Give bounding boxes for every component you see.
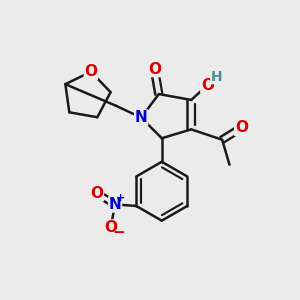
Text: O: O [235,120,248,135]
Text: N: N [135,110,148,125]
Text: O: O [104,220,117,235]
Text: H: H [210,70,222,84]
Text: −: − [112,225,125,240]
Text: O: O [90,186,103,201]
Text: O: O [148,61,161,76]
Text: O: O [201,78,214,93]
Text: O: O [84,64,98,79]
Text: +: + [116,193,126,203]
Text: N: N [109,197,122,212]
